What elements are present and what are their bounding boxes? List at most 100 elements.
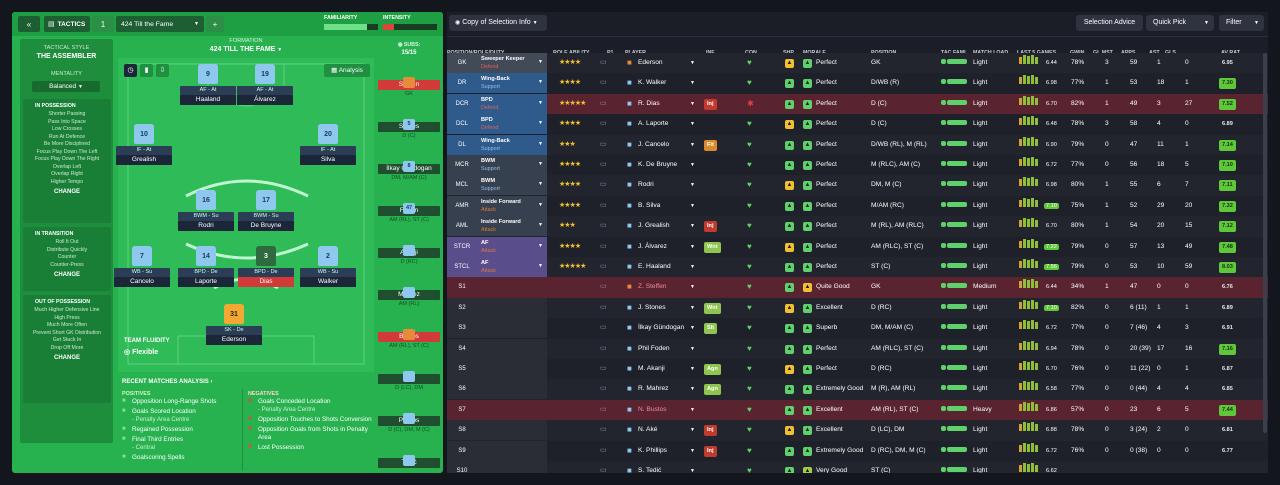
quick-pick-button[interactable]: Quick Pick ▼ bbox=[1146, 15, 1214, 31]
player-name[interactable]: E. Haaland bbox=[638, 263, 671, 270]
position-cell[interactable]: S8 bbox=[447, 420, 477, 441]
chevron-down-icon[interactable]: ▼ bbox=[690, 243, 695, 250]
chevron-down-icon[interactable]: ▼ bbox=[690, 447, 695, 454]
role-cell[interactable]: Sweeper Keeper Defend ▼ bbox=[477, 53, 547, 73]
player-name[interactable]: M. Akanji bbox=[638, 365, 665, 372]
pitch-player[interactable]: 16 BWM - Su Rodri bbox=[178, 190, 234, 231]
position-cell[interactable]: S9 bbox=[447, 440, 477, 461]
analysis-button[interactable]: ▦ Analysis bbox=[324, 64, 370, 77]
chevron-down-icon[interactable]: ▼ bbox=[690, 223, 695, 230]
position-cell[interactable]: MCL bbox=[447, 175, 477, 196]
pitch-player[interactable]: 19 AF - At Álvarez bbox=[237, 64, 293, 105]
player-role[interactable]: BWM - Su bbox=[178, 212, 234, 221]
chevron-down-icon[interactable]: ▼ bbox=[690, 264, 695, 270]
position-cell[interactable]: S10 bbox=[447, 461, 477, 473]
player-role[interactable]: IF - At bbox=[116, 146, 172, 155]
role-cell[interactable] bbox=[477, 318, 547, 339]
change-transition-button[interactable]: CHANGE bbox=[53, 272, 80, 278]
player-name[interactable]: J. Álvarez bbox=[638, 242, 667, 250]
p1-icon[interactable]: ▭ bbox=[600, 201, 607, 209]
player-name[interactable]: N. Aké bbox=[638, 426, 658, 434]
p1-icon[interactable]: ▭ bbox=[600, 59, 607, 66]
table-row[interactable]: STCR AF Attack ▼ ★★★★ ▭ ■ J. Álvarez ▼ Wnt ♥ ▲ ▲ Perf… bbox=[447, 236, 1268, 257]
sub-player[interactable]: SteffenGK bbox=[378, 77, 440, 114]
role-cell[interactable]: Inside Forward Attack ▼ bbox=[477, 216, 547, 237]
pitch-player[interactable]: 7 WB - Su Cancelo bbox=[114, 246, 170, 287]
pitch-player[interactable]: 2 WB - Su Walker bbox=[300, 246, 356, 287]
p1-icon[interactable]: ▭ bbox=[600, 344, 607, 352]
p1-icon[interactable]: ▭ bbox=[600, 283, 607, 291]
download-icon[interactable]: ⇩ bbox=[156, 64, 169, 77]
player-name[interactable]: İlkay Gündogan bbox=[638, 324, 685, 332]
table-row[interactable]: S1 ▭ ■ Z. Steffen ▼ ♥ ▲ ▲ Quite Good GK Medium 6.44… bbox=[447, 277, 1268, 298]
p1-icon[interactable]: ▭ bbox=[600, 99, 607, 107]
role-cell[interactable]: BWM Support ▼ bbox=[477, 155, 547, 175]
pitch-player[interactable]: 31 SK - De Ederson bbox=[206, 304, 262, 345]
player-role[interactable]: BPD - De bbox=[178, 268, 234, 277]
add-tactic-button[interactable]: + bbox=[206, 16, 224, 32]
position-cell[interactable]: S3 bbox=[447, 318, 477, 339]
p1-icon[interactable]: ▭ bbox=[600, 161, 607, 168]
tactic-slot-button[interactable]: 1 bbox=[92, 16, 114, 32]
pitch-player[interactable]: 17 BWM - Su De Bruyne bbox=[238, 190, 294, 231]
table-row[interactable]: S2 ▭ ■ J. Stones ▼ Wnt ♥ ▲ ▲ Excellent D (RC) Light… bbox=[447, 297, 1268, 319]
position-cell[interactable]: S2 bbox=[447, 297, 477, 318]
pitch-player[interactable]: 3 BPD - De Dias bbox=[238, 246, 294, 287]
sub-player[interactable]: MahrezAM (RL) bbox=[378, 287, 440, 324]
table-row[interactable]: S5 ▭ ■ M. Akanji ▼ Agn ♥ ▲ ▲ Perfect D (RC) Light 6.… bbox=[447, 359, 1268, 380]
chevron-down-icon[interactable]: ▼ bbox=[690, 182, 695, 189]
p1-icon[interactable]: ▭ bbox=[600, 181, 607, 189]
table-row[interactable]: AML Inside Forward Attack ▼ ★★★ ▭ ■ J. Grealish… bbox=[447, 216, 1268, 237]
mentality-dropdown[interactable]: Balanced ▼ bbox=[32, 81, 100, 92]
player-name[interactable]: R. Mahrez bbox=[638, 385, 669, 393]
player-name[interactable]: R. Dias bbox=[638, 99, 660, 107]
position-cell[interactable]: DL bbox=[447, 134, 477, 155]
table-row[interactable]: DL Wing-Back Support ▼ ★★★ ▭ ■ J. Cancelo ▼ Fit ♥ ▲… bbox=[447, 134, 1268, 155]
scrollbar[interactable] bbox=[1263, 53, 1267, 433]
position-cell[interactable]: AML bbox=[447, 216, 477, 237]
chevron-down-icon[interactable]: ▼ bbox=[690, 325, 695, 332]
player-role[interactable]: SK - De bbox=[206, 326, 262, 335]
player-name[interactable]: K. De Bruyne bbox=[638, 161, 678, 168]
role-cell[interactable] bbox=[477, 440, 547, 461]
player-role[interactable]: WB - Su bbox=[300, 268, 356, 277]
player-role[interactable]: BPD - De bbox=[238, 268, 294, 277]
role-cell[interactable] bbox=[477, 277, 547, 298]
player-role[interactable]: WB - Su bbox=[114, 268, 170, 277]
role-cell[interactable]: Inside Forward Attack ▼ bbox=[477, 195, 547, 216]
chevron-down-icon[interactable]: ▼ bbox=[690, 406, 695, 413]
chevron-down-icon[interactable]: ▼ bbox=[690, 427, 695, 434]
p1-icon[interactable]: ▭ bbox=[600, 140, 607, 148]
table-row[interactable]: S10 ▭ ■ S. Tedić ▼ ♥ ▲ ▲ Very Good ST (C) Light 6.6… bbox=[447, 461, 1268, 473]
role-cell[interactable] bbox=[477, 359, 547, 379]
chevron-down-icon[interactable]: ▼ bbox=[690, 386, 695, 393]
chevron-down-icon[interactable]: ▼ bbox=[690, 345, 695, 352]
player-name[interactable]: N. Bustos bbox=[638, 405, 667, 413]
chevron-down-icon[interactable]: ▼ bbox=[690, 284, 695, 291]
table-row[interactable]: S7 ▭ ■ N. Bustos ▼ ♥ ▲ ▲ Excellent AM (RL), ST (C… bbox=[447, 399, 1268, 421]
chevron-down-icon[interactable]: ▼ bbox=[690, 468, 695, 473]
sub-player[interactable]: 5StonesD (C) bbox=[378, 119, 440, 156]
p1-icon[interactable]: ▭ bbox=[600, 242, 607, 250]
chevron-down-icon[interactable]: ▼ bbox=[690, 304, 695, 311]
p1-icon[interactable]: ▭ bbox=[600, 467, 607, 473]
role-cell[interactable]: Wing-Back Support ▼ bbox=[477, 134, 547, 155]
role-cell[interactable]: BPD Defend ▼ bbox=[477, 93, 547, 114]
position-cell[interactable]: S6 bbox=[447, 379, 477, 400]
selection-advice-button[interactable]: Selection Advice bbox=[1076, 15, 1143, 31]
analysis-title[interactable]: RECENT MATCHES ANALYSIS › bbox=[122, 379, 213, 385]
stats-icon[interactable]: ▮ bbox=[140, 64, 153, 77]
player-name[interactable]: J. Stones bbox=[638, 303, 666, 311]
p1-icon[interactable]: ▭ bbox=[600, 446, 607, 454]
p1-icon[interactable]: ▭ bbox=[600, 303, 607, 311]
pitch-player[interactable]: 9 AF - At Haaland bbox=[180, 64, 236, 105]
table-row[interactable]: DCR BPD Defend ▼ ★★★★★ ▭ ■ R. Dias ▼ Inj ✱ ▲ ▲ Perfec… bbox=[447, 93, 1268, 115]
role-cell[interactable]: BWM Support ▼ bbox=[477, 175, 547, 196]
table-row[interactable]: S8 ▭ ■ N. Aké ▼ Inj ♥ ▲ ▲ Excellent D (LC), DM Ligh… bbox=[447, 420, 1268, 441]
player-name[interactable]: Ederson bbox=[638, 59, 663, 66]
p1-icon[interactable]: ▭ bbox=[600, 120, 607, 128]
player-name[interactable]: Z. Steffen bbox=[638, 283, 667, 291]
player-name[interactable]: K. Walker bbox=[638, 79, 667, 87]
position-cell[interactable]: S1 bbox=[447, 277, 477, 298]
table-row[interactable]: MCR BWM Support ▼ ★★★★ ▭ ■ K. De Bruyne ▼ ♥ ▲ ▲ Perf… bbox=[447, 155, 1268, 176]
